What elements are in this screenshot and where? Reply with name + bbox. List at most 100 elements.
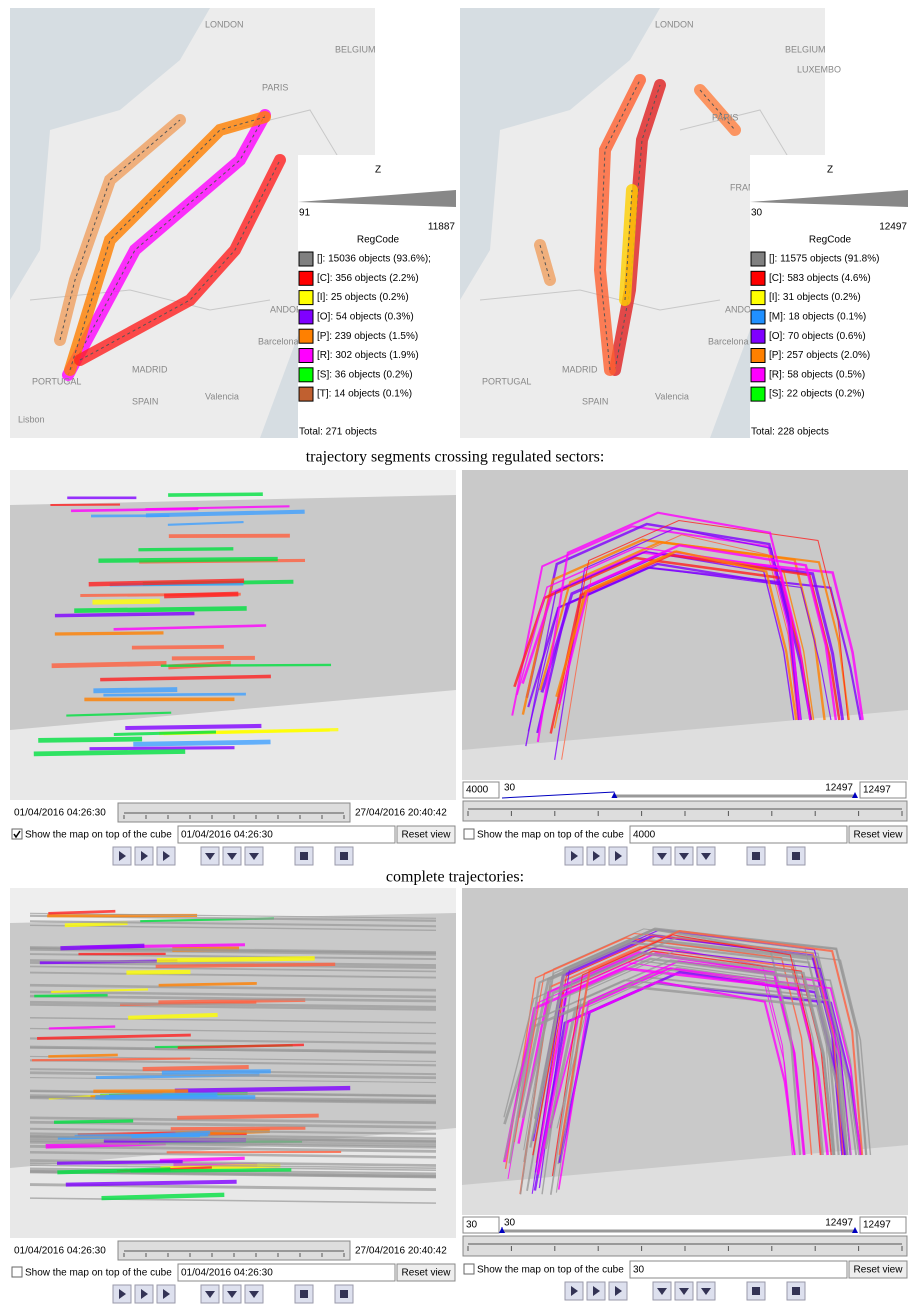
trajectory bbox=[525, 550, 795, 747]
legend-label: [M]: 18 objects (0.1%) bbox=[769, 312, 866, 323]
trajectory bbox=[29, 1136, 437, 1145]
trajectory bbox=[125, 723, 262, 731]
trajectory bbox=[168, 492, 263, 497]
trajectory bbox=[29, 965, 437, 973]
input-value: 01/04/2016 04:26:30 bbox=[181, 1268, 273, 1279]
trajectory bbox=[523, 928, 836, 1156]
legend-total: Total: 228 objects bbox=[751, 427, 829, 438]
legend-swatch bbox=[298, 290, 314, 306]
tool-icon bbox=[205, 853, 215, 860]
trajectory bbox=[98, 556, 278, 563]
trajectory bbox=[160, 663, 332, 667]
tool-icon bbox=[340, 1290, 348, 1298]
trajectory bbox=[65, 1179, 237, 1187]
high-value: 12497 bbox=[863, 1220, 891, 1231]
tool-icon bbox=[249, 853, 259, 860]
legend-title: RegCode bbox=[357, 235, 400, 246]
legend-label: [S]: 36 objects (0.2%) bbox=[317, 369, 413, 380]
z-max: 12497 bbox=[879, 222, 907, 233]
high-thumb[interactable] bbox=[852, 1227, 858, 1233]
trajectory bbox=[29, 912, 437, 919]
reset-button[interactable] bbox=[848, 825, 908, 844]
legend-swatch bbox=[750, 309, 766, 325]
high-thumb[interactable] bbox=[852, 792, 858, 798]
high-box bbox=[859, 781, 907, 799]
checkbox[interactable] bbox=[463, 828, 475, 840]
trajectory bbox=[29, 1135, 437, 1143]
trajectory bbox=[89, 746, 235, 751]
range-min: 30 bbox=[504, 1218, 516, 1229]
tool-icon bbox=[657, 853, 667, 860]
trajectory bbox=[555, 550, 798, 721]
map-label: LONDON bbox=[655, 19, 694, 29]
trajectory bbox=[541, 939, 872, 1195]
legend-swatch bbox=[750, 348, 766, 363]
trajectory bbox=[527, 566, 832, 732]
tool-icon bbox=[792, 1287, 800, 1295]
trajectory bbox=[131, 1130, 211, 1139]
trajectory bbox=[531, 947, 851, 1194]
tool-icon bbox=[163, 851, 170, 861]
map-label: ANDORRA bbox=[725, 304, 770, 314]
trajectory bbox=[131, 644, 224, 650]
trajectory bbox=[561, 534, 799, 760]
sea bbox=[460, 8, 660, 300]
trajectory bbox=[33, 749, 186, 757]
checkmark bbox=[13, 830, 21, 839]
z-min: 91 bbox=[299, 208, 311, 219]
map-label: SPAIN bbox=[132, 396, 158, 406]
map-label: LONDON bbox=[205, 19, 244, 29]
input-field bbox=[177, 1263, 396, 1282]
trajectory bbox=[177, 1043, 304, 1049]
input-field bbox=[629, 825, 848, 844]
low-value: 4000 bbox=[466, 785, 489, 796]
trajectory bbox=[536, 562, 812, 734]
reset-button[interactable] bbox=[848, 1260, 908, 1279]
reset-button[interactable] bbox=[396, 825, 456, 844]
tool-icon bbox=[163, 1289, 170, 1299]
trajectory bbox=[67, 114, 266, 376]
map-label: BELGIUM bbox=[335, 44, 376, 54]
trajectory bbox=[57, 1159, 183, 1165]
trajectory bbox=[145, 509, 305, 518]
trajectory bbox=[558, 544, 838, 721]
trajectory bbox=[74, 606, 247, 614]
tool-icon bbox=[701, 853, 711, 860]
legend-swatch bbox=[750, 328, 766, 344]
trajectory bbox=[142, 1065, 249, 1072]
tool-icon bbox=[679, 853, 689, 860]
reset-button[interactable] bbox=[396, 1263, 456, 1282]
tool-icon bbox=[205, 1291, 215, 1298]
legend-label: [I]: 25 objects (0.2%) bbox=[317, 292, 409, 303]
trajectory bbox=[164, 591, 239, 599]
checkbox[interactable] bbox=[11, 828, 23, 840]
tool-icon bbox=[593, 1286, 600, 1296]
legend-label: [R]: 302 objects (1.9%) bbox=[317, 350, 419, 361]
low-thumb[interactable] bbox=[499, 1227, 505, 1233]
time-start: 01/04/2016 04:26:30 bbox=[14, 1246, 106, 1257]
tool-icon bbox=[752, 852, 760, 860]
checkbox-label: Show the map on top of the cube bbox=[477, 1265, 624, 1276]
trajectory bbox=[48, 1053, 118, 1058]
tool-icon bbox=[701, 1288, 711, 1295]
low-box bbox=[462, 1216, 500, 1234]
checkbox[interactable] bbox=[463, 1263, 475, 1275]
legend-swatch bbox=[750, 367, 766, 383]
tool-icon bbox=[615, 851, 622, 861]
trajectory bbox=[29, 1151, 437, 1159]
input-value: 30 bbox=[633, 1265, 645, 1276]
checkbox[interactable] bbox=[11, 1266, 23, 1278]
z-max: 11887 bbox=[428, 222, 456, 233]
map-plane bbox=[10, 470, 456, 505]
trajectory bbox=[536, 511, 802, 743]
trajectory bbox=[29, 1132, 437, 1140]
legend-swatch bbox=[298, 386, 314, 402]
tool-icon bbox=[227, 853, 237, 860]
legend-swatch bbox=[298, 309, 314, 325]
z-min: 30 bbox=[751, 208, 763, 219]
low-thumb[interactable] bbox=[611, 792, 618, 798]
map-label: SPAIN bbox=[582, 396, 608, 406]
z-wedge bbox=[298, 190, 456, 207]
tool-icon bbox=[679, 1288, 689, 1295]
trajectory bbox=[158, 982, 257, 987]
